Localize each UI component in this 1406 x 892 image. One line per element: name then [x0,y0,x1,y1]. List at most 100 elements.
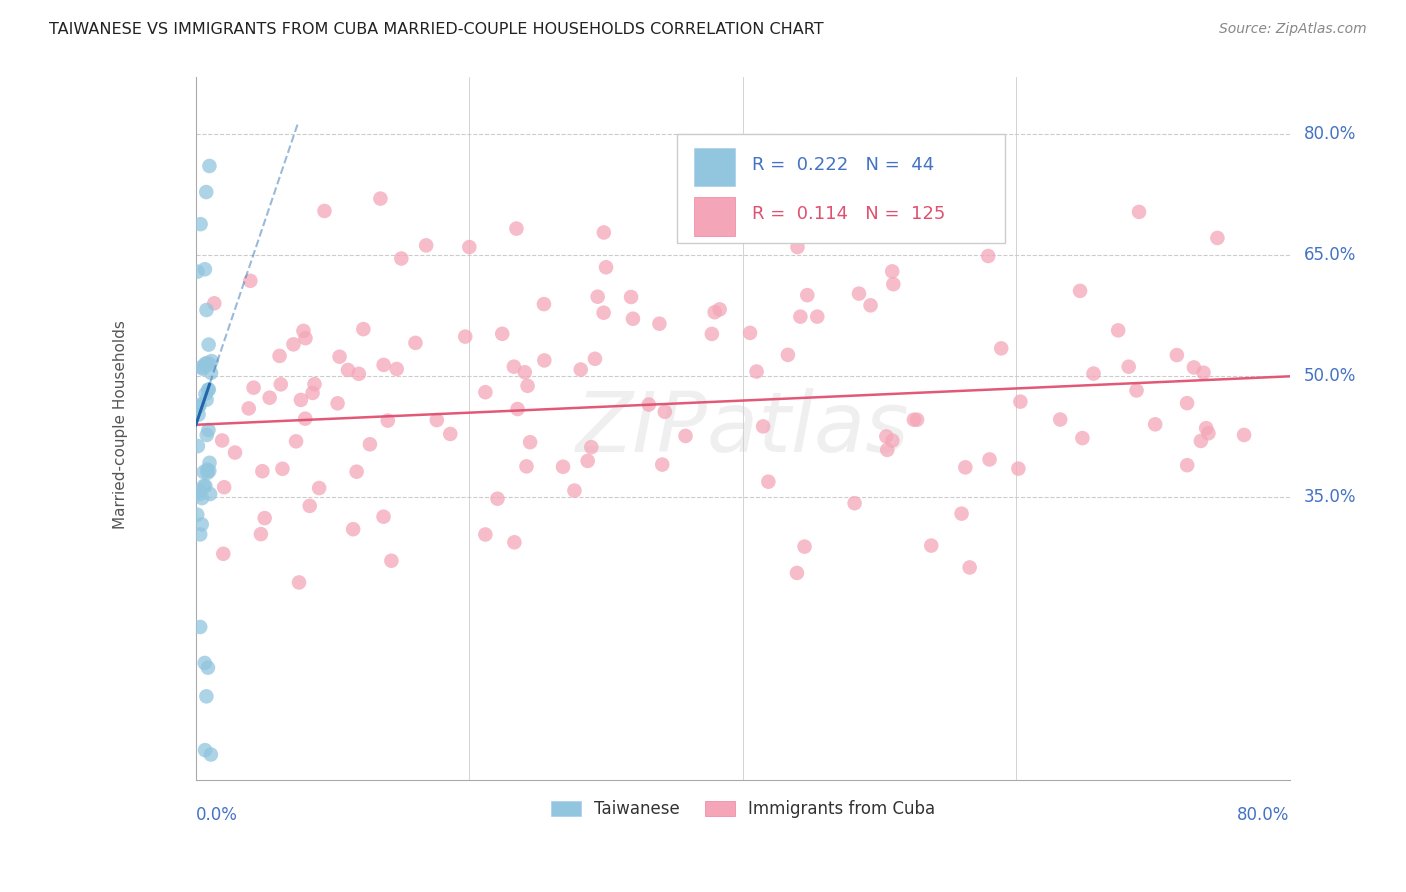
Point [637,398,659,412]
Point [1010,394,1032,409]
Point [569,362,592,376]
Point [491,326,513,341]
Point [1182,360,1205,375]
Point [458,240,481,254]
Point [439,427,461,442]
Legend: Taiwanese, Immigrants from Cuba: Taiwanese, Immigrants from Cuba [544,793,942,824]
Point [224,445,246,459]
Point [285,434,308,449]
Point [586,290,609,304]
Point [756,475,779,489]
Point [194,357,217,371]
Point [1175,396,1198,410]
Point [198,159,221,173]
Point [198,487,221,501]
Point [194,743,217,757]
Point [269,349,291,363]
Point [1233,428,1256,442]
Point [198,357,221,371]
Point [776,348,799,362]
Point [326,396,349,410]
Point [389,252,412,266]
Point [200,354,222,368]
Point [503,535,526,549]
Point [193,465,215,479]
Point [955,460,977,475]
Point [1007,461,1029,475]
Point [294,411,316,425]
Point [194,262,217,277]
Point [1144,417,1167,432]
Text: 65.0%: 65.0% [1303,246,1355,264]
Point [533,297,555,311]
Point [882,277,904,292]
Point [195,185,218,199]
Point [1166,348,1188,362]
Point [187,484,209,499]
Point [474,385,496,400]
Point [377,414,399,428]
Point [290,392,312,407]
Point [506,402,529,417]
Point [404,335,426,350]
Point [959,560,981,574]
Point [298,499,321,513]
Point [1192,366,1215,380]
Point [882,434,904,448]
Point [373,509,395,524]
Point [513,365,536,379]
Point [239,274,262,288]
Point [373,358,395,372]
Point [304,377,326,392]
Point [253,511,276,525]
Point [1175,458,1198,473]
Point [292,324,315,338]
Point [875,429,897,443]
Point [806,310,828,324]
Point [212,480,235,494]
Point [380,554,402,568]
Point [939,200,962,214]
Point [359,437,381,451]
Point [194,479,217,493]
Point [193,479,215,493]
Point [197,661,219,675]
Point [903,413,925,427]
Text: R =  0.222   N =  44: R = 0.222 N = 44 [752,156,934,174]
Point [308,481,330,495]
Point [789,310,811,324]
Point [486,491,509,506]
Point [752,419,775,434]
Point [1107,323,1129,337]
Point [337,363,360,377]
Point [415,238,437,252]
Point [212,547,235,561]
Point [1118,359,1140,374]
Point [516,379,538,393]
Point [250,527,273,541]
Text: 80.0%: 80.0% [1303,125,1355,143]
Text: 80.0%: 80.0% [1237,806,1289,824]
Point [551,459,574,474]
Text: 0.0%: 0.0% [195,806,238,824]
Point [990,342,1012,356]
Point [703,305,725,319]
Point [502,359,524,374]
Point [190,360,212,375]
Text: Source: ZipAtlas.com: Source: ZipAtlas.com [1219,22,1367,37]
Point [920,539,942,553]
Point [197,383,219,397]
Point [314,204,336,219]
Point [252,464,274,478]
Point [191,491,214,505]
Point [1049,412,1071,426]
Point [238,401,260,416]
Point [844,496,866,510]
Point [1071,431,1094,445]
Point [259,391,281,405]
Point [198,464,221,478]
Point [187,408,209,422]
Point [288,575,311,590]
Point [1197,426,1219,441]
Text: 50.0%: 50.0% [1303,368,1355,385]
